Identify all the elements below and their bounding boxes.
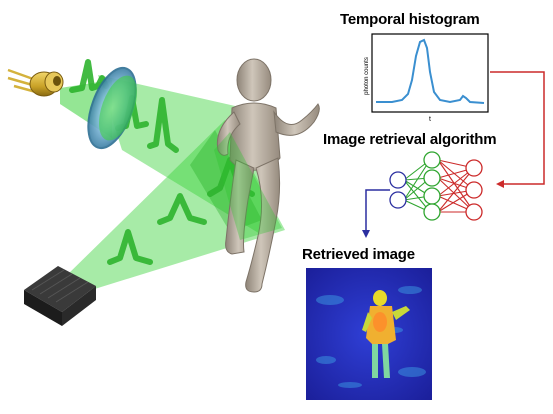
figure-head — [236, 58, 272, 102]
pulse-after-lens-2 — [147, 97, 179, 153]
arrow-histogram-to-network — [490, 71, 545, 188]
detector-icon — [24, 266, 96, 326]
arrow-network-to-image — [362, 189, 390, 238]
figure-left-arm — [216, 111, 241, 156]
pulse-near-laser — [69, 59, 109, 93]
retrieved-image-title: Retrieved image — [302, 246, 415, 263]
figure-left-leg — [225, 159, 255, 255]
hidden-node-1 — [423, 151, 441, 169]
hidden-node-2 — [423, 169, 441, 187]
human-figure — [216, 58, 320, 293]
input-node-3 — [465, 203, 483, 221]
neural-network — [389, 151, 483, 221]
hidden-node-4 — [423, 203, 441, 221]
retrieved-image — [306, 268, 432, 400]
figure-right-leg — [245, 157, 281, 293]
output-node-1 — [389, 171, 407, 189]
laser-diode-icon — [7, 68, 64, 97]
pulse-return-1 — [107, 229, 153, 265]
histogram-title: Temporal histogram — [340, 11, 480, 28]
figure-right-arm — [273, 103, 320, 136]
hidden-node-3 — [423, 187, 441, 205]
histogram-y-label: photon counts — [364, 57, 370, 95]
temporal-histogram-plot: photon counts t — [364, 33, 489, 123]
network-title: Image retrieval algorithm — [323, 131, 497, 148]
network-edges-green — [403, 159, 431, 213]
lens-icon — [87, 66, 138, 150]
input-node-1 — [465, 159, 483, 177]
histogram-curve — [376, 38, 485, 104]
output-node-2 — [389, 191, 407, 209]
pulse-return-2 — [157, 193, 207, 225]
histogram-x-label: t — [429, 116, 431, 123]
input-node-2 — [465, 181, 483, 199]
retrieved-silhouette — [362, 290, 410, 378]
